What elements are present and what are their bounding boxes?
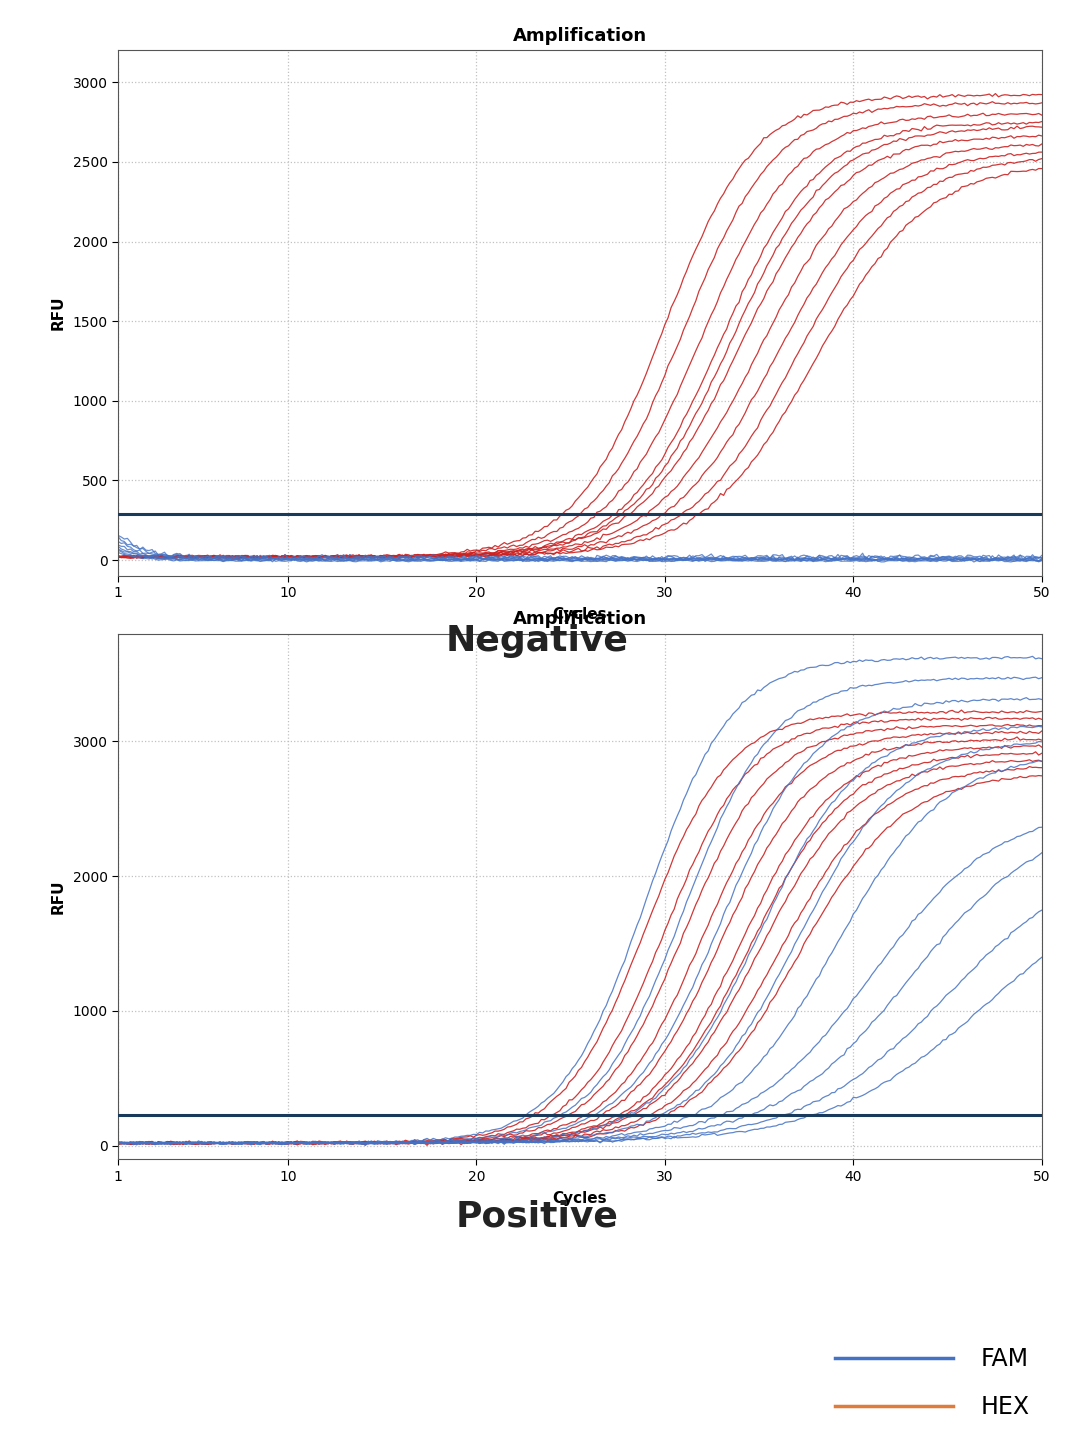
Legend: FAM, HEX: FAM, HEX	[834, 1348, 1030, 1418]
Title: Amplification: Amplification	[513, 611, 647, 628]
Y-axis label: RFU: RFU	[50, 880, 66, 913]
Title: Amplification: Amplification	[513, 27, 647, 45]
Text: Negative: Negative	[446, 624, 628, 658]
Y-axis label: RFU: RFU	[50, 297, 66, 330]
X-axis label: Cycles: Cycles	[553, 608, 607, 622]
X-axis label: Cycles: Cycles	[553, 1191, 607, 1205]
Text: Positive: Positive	[455, 1200, 619, 1234]
